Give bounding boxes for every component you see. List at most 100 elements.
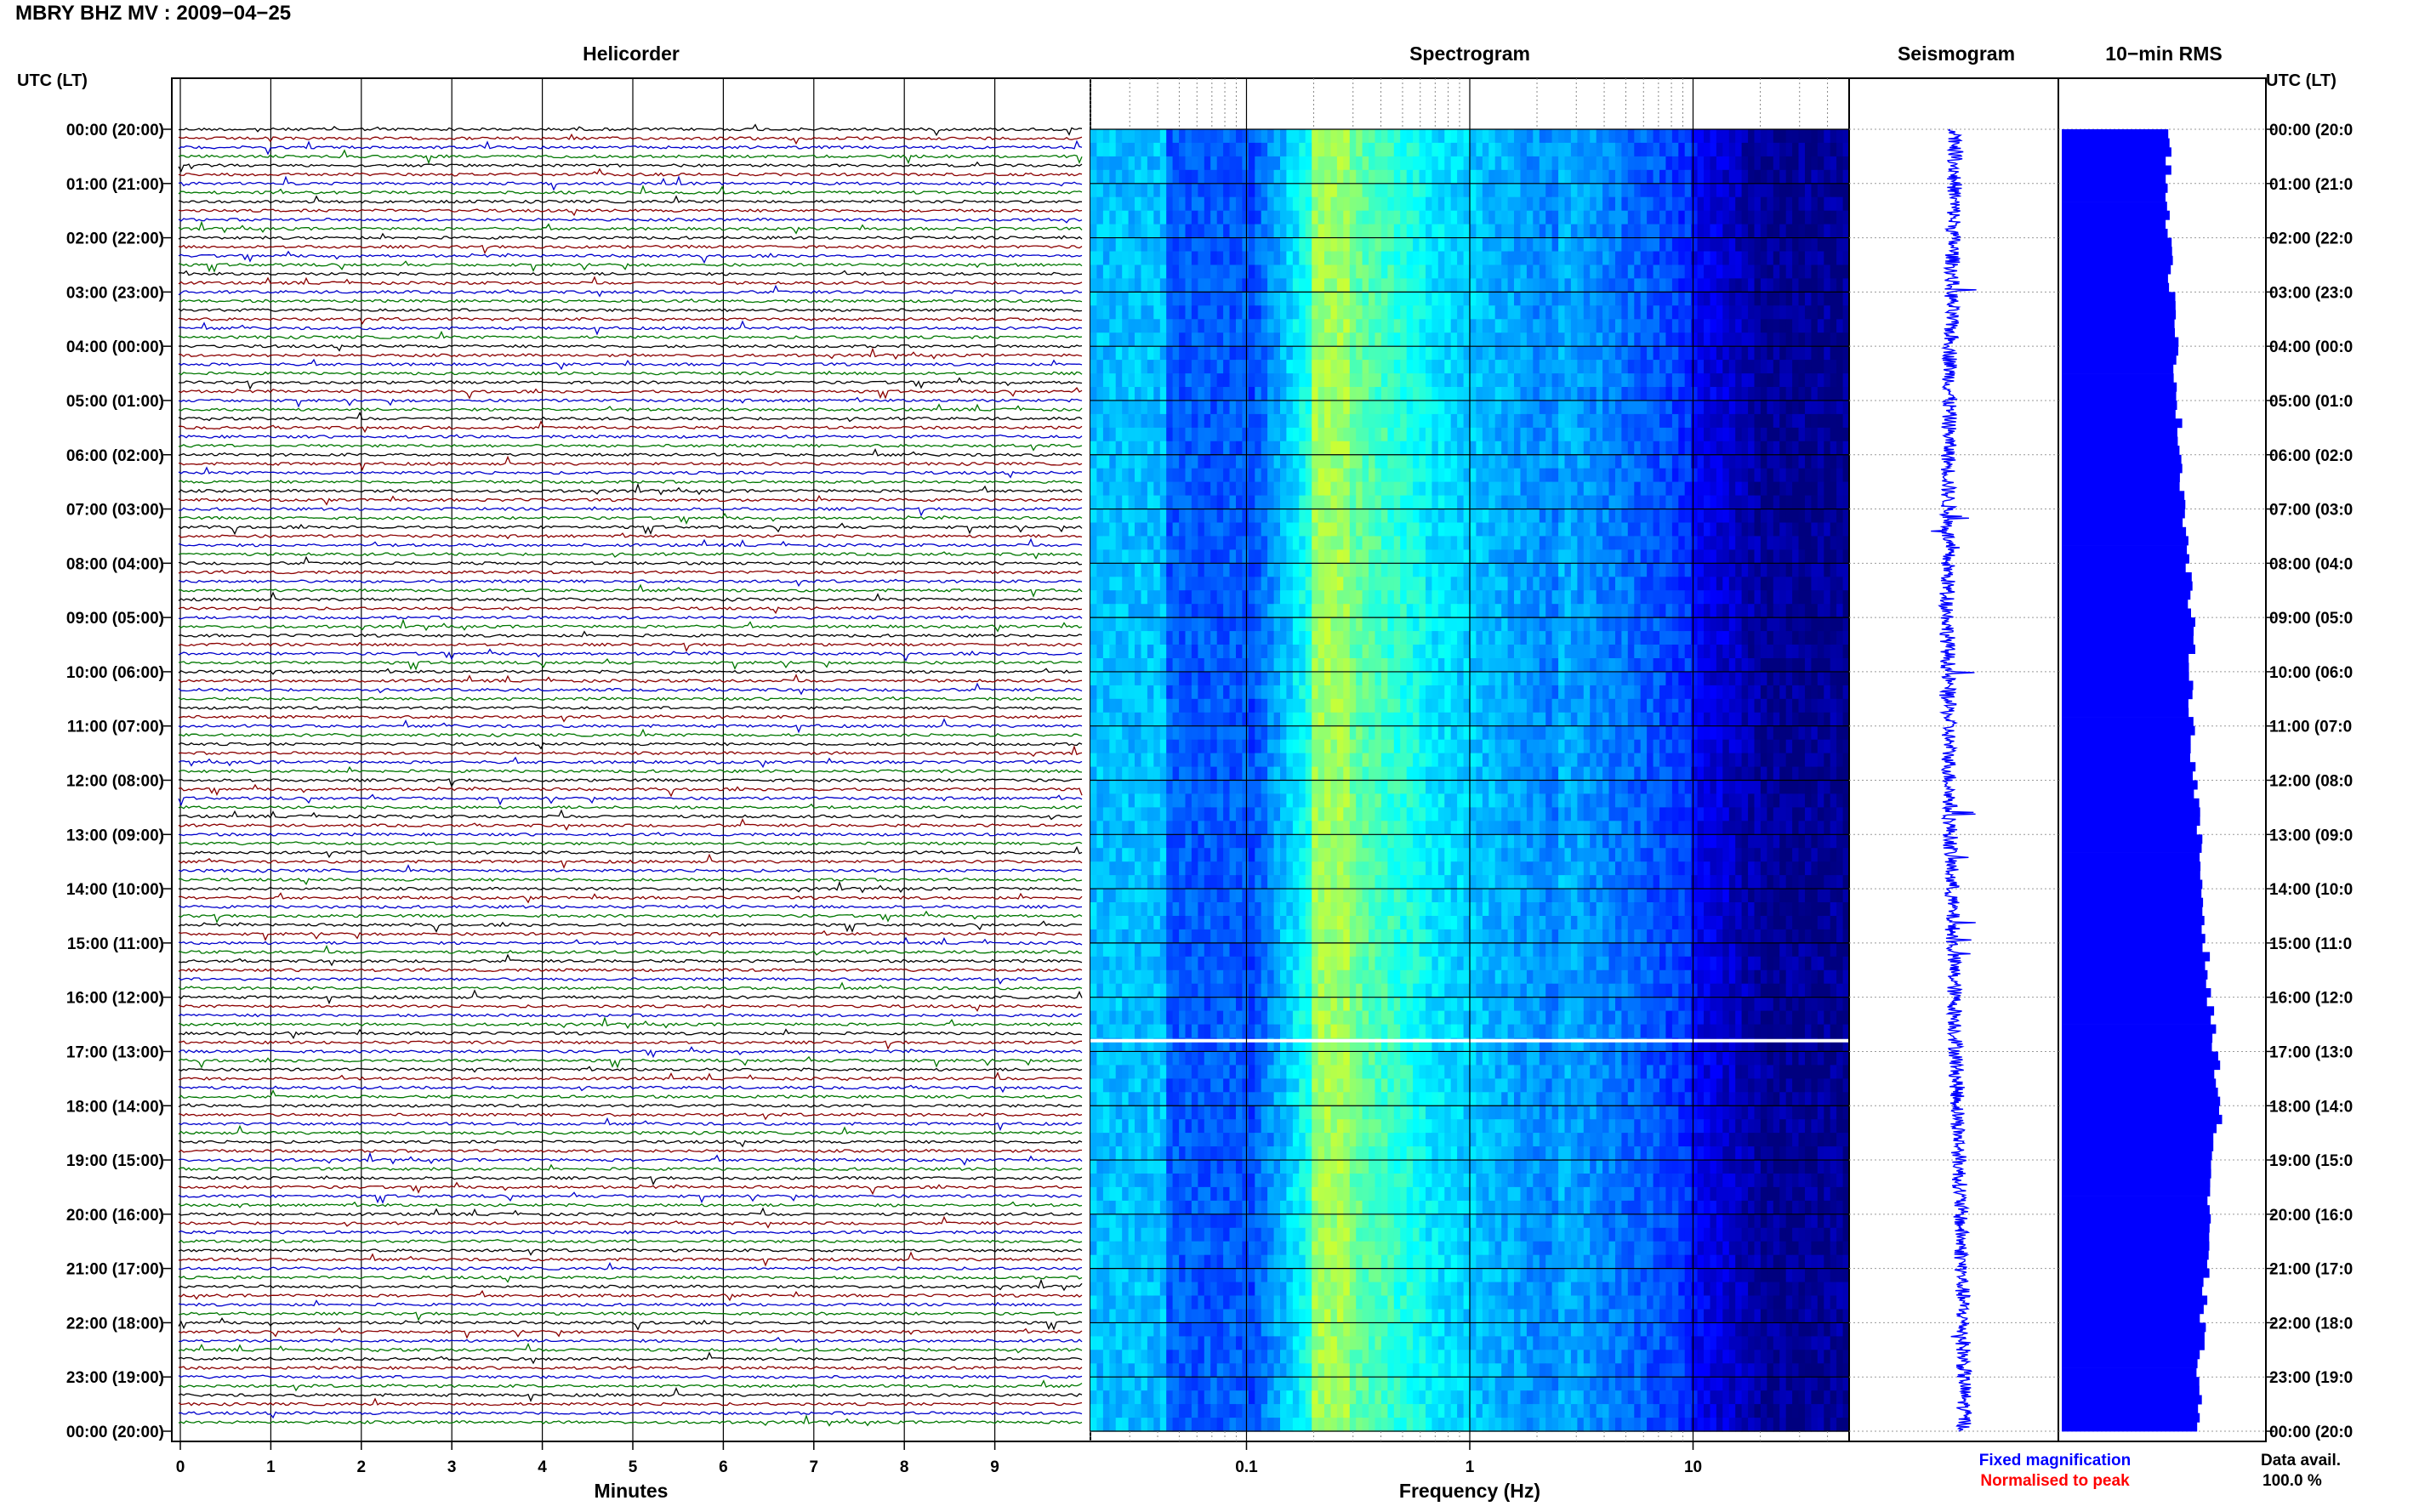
spectrogram-cell xyxy=(1109,292,1117,306)
spectrogram-cell xyxy=(1172,590,1180,605)
spectrogram-cell xyxy=(1735,413,1743,429)
spectrogram-cell xyxy=(1141,183,1148,198)
spectrogram-cell xyxy=(1444,360,1452,374)
spectrogram-cell xyxy=(1773,129,1780,144)
spectrogram-cell xyxy=(1583,645,1591,659)
spectrogram-cell xyxy=(1570,196,1578,212)
spectrogram-cell xyxy=(1437,631,1445,645)
spectrogram-cell xyxy=(1109,156,1117,171)
spectrogram-cell xyxy=(1236,577,1243,591)
spectrogram-cell xyxy=(1324,536,1331,550)
spectrogram-cell xyxy=(1741,224,1749,239)
spectrogram-cell xyxy=(1128,590,1136,605)
spectrogram-cell xyxy=(1817,481,1824,497)
spectrogram-cell xyxy=(1545,196,1553,212)
spectrogram-cell xyxy=(1741,563,1749,577)
spectrogram-cell xyxy=(1172,156,1180,171)
spectrogram-cell xyxy=(1463,333,1471,347)
spectrogram-cell xyxy=(1419,360,1426,374)
spectrogram-cell xyxy=(1280,645,1287,659)
spectrogram-cell xyxy=(1380,604,1388,618)
spectrogram-cell xyxy=(1356,224,1363,239)
spectrogram-cell xyxy=(1369,292,1376,306)
spectrogram-cell xyxy=(1710,360,1717,374)
spectrogram-cell xyxy=(1166,495,1174,510)
spectrogram-cell xyxy=(1305,373,1312,388)
spectrogram-cell xyxy=(1198,577,1205,591)
spectrogram-cell xyxy=(1122,577,1130,591)
spectrogram-cell xyxy=(1551,237,1559,253)
spectrogram-cell xyxy=(1608,631,1616,645)
spectrogram-cell xyxy=(1419,658,1426,673)
spectrogram-cell xyxy=(1704,468,1710,483)
spectrogram-cell xyxy=(1463,401,1471,415)
spectrogram-cell xyxy=(1691,563,1699,577)
spectrogram-cell xyxy=(1179,292,1187,306)
spectrogram-cell xyxy=(1710,292,1717,306)
spectrogram-cell xyxy=(1172,549,1180,564)
spectrogram-cell xyxy=(1785,522,1793,537)
spectrogram-cell xyxy=(1671,142,1679,157)
spectrogram-cell xyxy=(1590,360,1597,374)
spectrogram-cell xyxy=(1292,536,1300,550)
spectrogram-cell xyxy=(1419,563,1426,577)
spectrogram-cell xyxy=(1728,305,1736,320)
spectrogram-cell xyxy=(1229,305,1237,320)
spectrogram-cell xyxy=(1312,360,1319,374)
spectrogram-cell xyxy=(1615,495,1622,510)
spectrogram-cell xyxy=(1564,129,1572,144)
spectrogram-cell xyxy=(1634,617,1642,632)
spectrogram-cell xyxy=(1754,305,1762,320)
spectrogram-cell xyxy=(1691,468,1699,483)
spectrogram-cell xyxy=(1273,631,1281,645)
spectrogram-cell xyxy=(1494,563,1502,577)
spectrogram-cell xyxy=(1647,387,1654,401)
spectrogram-cell xyxy=(1494,346,1502,361)
spectrogram-cell xyxy=(1343,156,1351,171)
spectrogram-cell xyxy=(1444,509,1452,523)
spectrogram-cell xyxy=(1476,481,1483,497)
spectrogram-cell xyxy=(1811,454,1819,469)
spectrogram-cell xyxy=(1767,237,1774,253)
spectrogram-cell xyxy=(1722,237,1730,253)
spectrogram-cell xyxy=(1141,427,1148,442)
spectrogram-cell xyxy=(1147,658,1154,673)
spectrogram-cell xyxy=(1577,224,1585,239)
spectrogram-cell xyxy=(1520,427,1528,442)
spectrogram-cell xyxy=(1482,373,1489,388)
spectrogram-cell xyxy=(1229,360,1237,374)
spectrogram-cell xyxy=(1570,224,1578,239)
spectrogram-cell xyxy=(1457,210,1465,225)
spectrogram-cell xyxy=(1419,210,1426,225)
spectrogram-cell xyxy=(1426,319,1432,333)
spectrogram-cell xyxy=(1229,142,1237,157)
spectrogram-cell xyxy=(1830,522,1837,537)
spectrogram-cell xyxy=(1470,401,1477,415)
spectrogram-cell xyxy=(1248,373,1255,388)
helicorder-trace xyxy=(178,1046,1083,1059)
spectrogram-cell xyxy=(1779,413,1787,429)
spectrogram-cell xyxy=(1488,278,1496,293)
spectrogram-cell xyxy=(1431,278,1439,293)
spectrogram-cell xyxy=(1463,224,1471,239)
spectrogram-cell xyxy=(1349,237,1357,253)
spectrogram-cell xyxy=(1273,645,1281,659)
spectrogram-cell xyxy=(1748,590,1756,605)
spectrogram-cell xyxy=(1159,468,1167,483)
spectrogram-cell xyxy=(1242,549,1249,564)
helicorder-trace xyxy=(178,276,1083,286)
spectrogram-cell xyxy=(1393,645,1401,659)
spectrogram-cell xyxy=(1305,224,1312,239)
spectrogram-cell xyxy=(1450,292,1458,306)
spectrogram-cell xyxy=(1570,183,1578,198)
spectrogram-cell xyxy=(1805,142,1812,157)
spectrogram-cell xyxy=(1684,129,1692,144)
spectrogram-cell xyxy=(1716,237,1723,253)
spectrogram-cell xyxy=(1267,129,1275,144)
spectrogram-cell xyxy=(1413,292,1420,306)
spectrogram-cell xyxy=(1135,346,1141,361)
spectrogram-cell xyxy=(1426,129,1432,144)
spectrogram-cell xyxy=(1406,360,1414,374)
spectrogram-cell xyxy=(1406,210,1414,225)
spectrogram-cell xyxy=(1248,495,1255,510)
